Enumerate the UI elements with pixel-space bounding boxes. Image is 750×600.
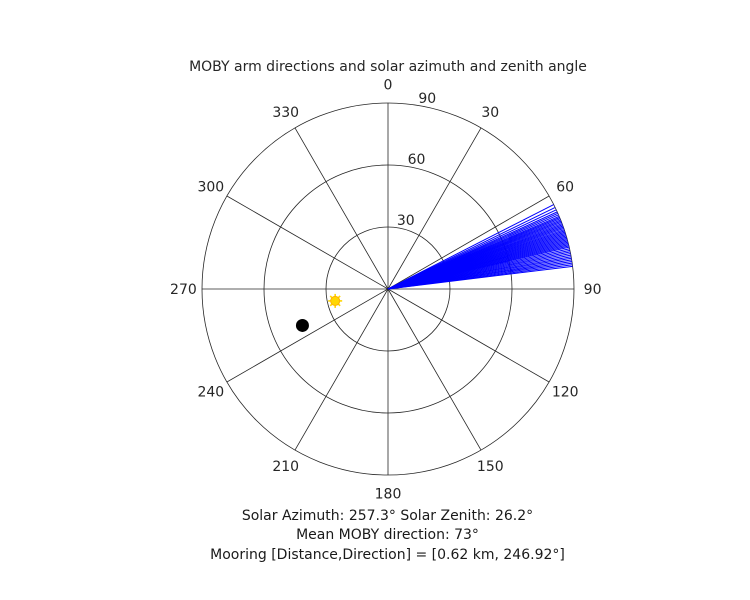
angular-tick-label: 180 — [375, 487, 402, 503]
angular-tick-label: 300 — [197, 180, 224, 196]
tick-labels: 0 30 60 90 120 150 180 210 240 270 300 330 30 60 90 — [170, 77, 601, 502]
angular-tick-label: 0 — [384, 77, 393, 93]
series-layer — [295, 204, 573, 332]
polar-grid — [201, 102, 575, 476]
angular-grid-spoke — [226, 195, 389, 290]
angular-grid-spoke — [294, 127, 389, 290]
radial-tick-label: 30 — [397, 213, 415, 229]
angular-tick-label: 120 — [552, 384, 579, 400]
angular-grid-spoke — [387, 288, 550, 383]
moby-arm-line — [387, 265, 573, 290]
angular-tick-label: 240 — [197, 384, 224, 400]
angular-tick-label: 270 — [170, 282, 197, 298]
angular-tick-label: 210 — [272, 459, 299, 475]
angular-grid-spoke — [387, 195, 550, 290]
angular-tick-label: 90 — [584, 282, 602, 298]
moby-arm-line — [387, 204, 554, 290]
angular-tick-label: 30 — [481, 105, 499, 121]
caption-solar: Solar Azimuth: 257.3° Solar Zenith: 26.2… — [241, 508, 534, 524]
angular-tick-label: 150 — [477, 459, 504, 475]
angular-grid-spoke — [387, 288, 482, 451]
chart-title: MOBY arm directions and solar azimuth an… — [189, 59, 587, 75]
caption-mooring: Mooring [Distance,Direction] = [0.62 km,… — [210, 547, 565, 563]
radial-tick-label: 60 — [408, 152, 426, 168]
angular-grid-spoke — [387, 127, 482, 290]
angular-grid-spoke — [226, 288, 389, 383]
sun-disc — [330, 295, 341, 306]
mooring-marker — [295, 318, 309, 332]
angular-tick-label: 60 — [556, 180, 574, 196]
radial-tick-label: 90 — [418, 91, 436, 107]
angular-grid-spoke — [294, 288, 389, 451]
angular-tick-label: 330 — [272, 105, 299, 121]
sun-icon — [328, 293, 343, 308]
caption-moby-direction: Mean MOBY direction: 73° — [296, 527, 479, 543]
